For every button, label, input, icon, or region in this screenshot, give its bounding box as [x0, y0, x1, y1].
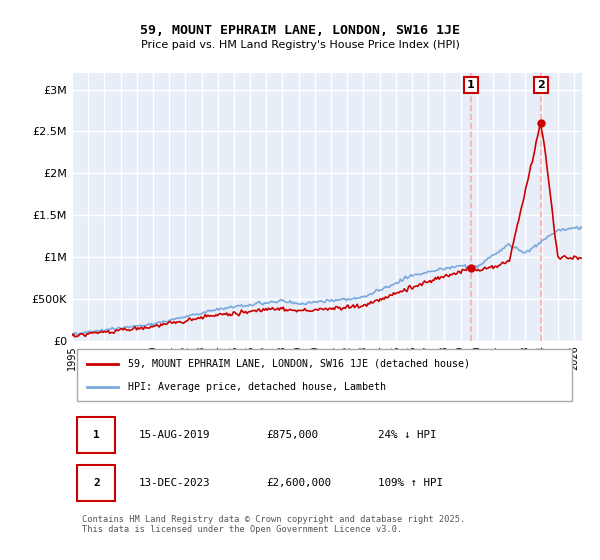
Text: 1: 1	[467, 80, 475, 90]
FancyBboxPatch shape	[77, 349, 572, 401]
Text: 13-DEC-2023: 13-DEC-2023	[139, 478, 210, 488]
Text: £2,600,000: £2,600,000	[266, 478, 331, 488]
Text: 15-AUG-2019: 15-AUG-2019	[139, 430, 210, 440]
Text: 2: 2	[93, 478, 100, 488]
FancyBboxPatch shape	[77, 417, 115, 453]
Text: 109% ↑ HPI: 109% ↑ HPI	[378, 478, 443, 488]
Text: 59, MOUNT EPHRAIM LANE, LONDON, SW16 1JE: 59, MOUNT EPHRAIM LANE, LONDON, SW16 1JE	[140, 24, 460, 36]
Text: HPI: Average price, detached house, Lambeth: HPI: Average price, detached house, Lamb…	[128, 382, 386, 393]
Text: 24% ↓ HPI: 24% ↓ HPI	[378, 430, 437, 440]
Text: 1: 1	[93, 430, 100, 440]
Text: Price paid vs. HM Land Registry's House Price Index (HPI): Price paid vs. HM Land Registry's House …	[140, 40, 460, 50]
Text: £875,000: £875,000	[266, 430, 318, 440]
Text: 59, MOUNT EPHRAIM LANE, LONDON, SW16 1JE (detached house): 59, MOUNT EPHRAIM LANE, LONDON, SW16 1JE…	[128, 358, 470, 368]
FancyBboxPatch shape	[77, 465, 115, 501]
Text: Contains HM Land Registry data © Crown copyright and database right 2025.
This d: Contains HM Land Registry data © Crown c…	[82, 515, 466, 534]
Text: 2: 2	[537, 80, 545, 90]
